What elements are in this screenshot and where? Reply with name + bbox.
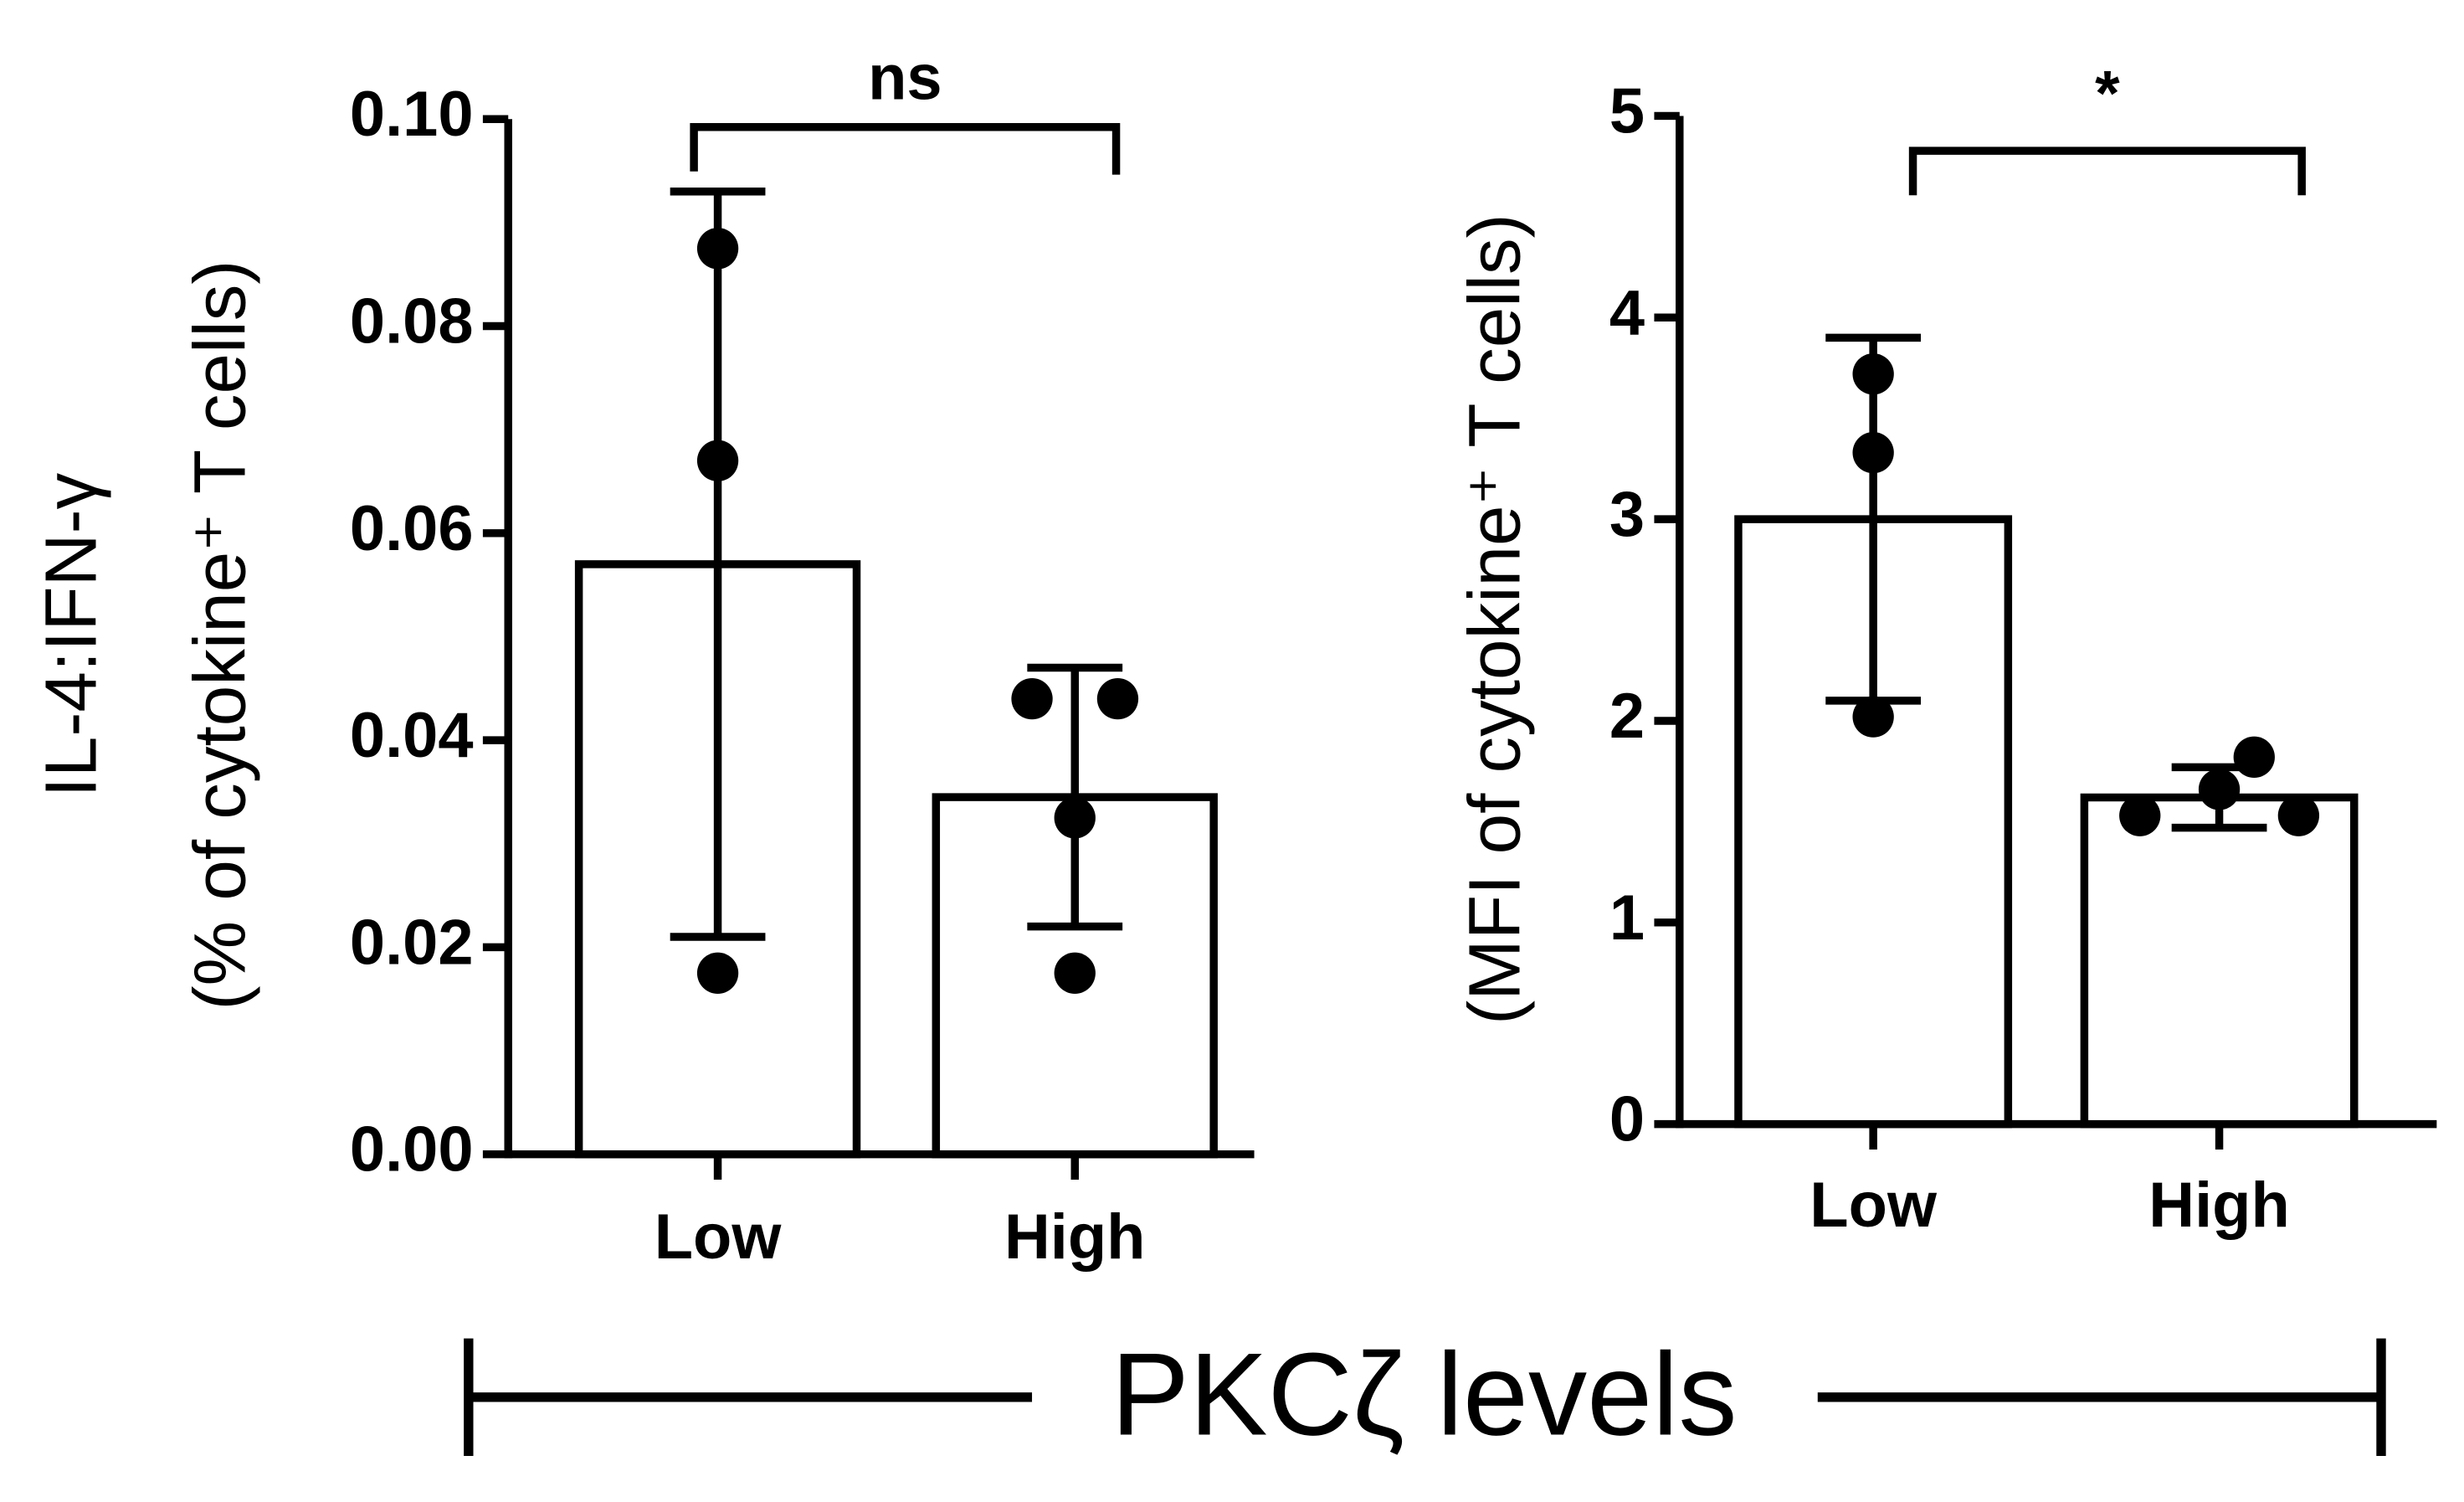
bar [2080,793,2359,1129]
y-tick-label: 0.08 [350,286,474,357]
data-point [696,952,739,994]
significance-label: * [2095,59,2120,130]
y-axis-title: IL-4:IFN-γ [30,472,111,797]
y-tick-label: 3 [1609,479,1645,550]
data-point [1011,677,1053,720]
y-tick-label: 0.02 [350,907,474,978]
y-tick-label: 0 [1609,1084,1645,1155]
data-point [1852,696,1894,738]
y-tick-label: 0.04 [350,700,474,771]
data-point [2277,795,2320,836]
y-tick-label: 0.00 [350,1114,474,1186]
y-tick-label: 0.06 [350,493,474,564]
y-tick-label: 5 [1609,75,1645,147]
significance-bracket [690,122,1121,175]
y-tick-label: 1 [1609,882,1645,954]
data-point [1054,952,1096,994]
group-bracket [464,1338,2386,1457]
y-tick-label: 0.10 [350,79,474,150]
x-tick-label: Low [1810,1170,1938,1241]
significance-label: ns [868,43,942,114]
data-point [1096,677,1139,720]
data-point [2233,736,2275,778]
x-tick-label: High [1004,1201,1146,1273]
x-tick-label: High [2148,1170,2290,1241]
y-tick-label: 4 [1609,277,1645,348]
y-axis-title: (% of cytokine⁺ T cells) [180,260,261,1011]
significance-bracket [1908,147,2306,196]
group-label: PKCζ levels [1111,1328,1737,1459]
y-axis-title: (MFI of cytokine⁺ T cells) [1455,213,1536,1025]
x-tick-label: Low [654,1201,783,1273]
data-point [2119,795,2161,836]
y-tick-label: 2 [1609,681,1645,752]
